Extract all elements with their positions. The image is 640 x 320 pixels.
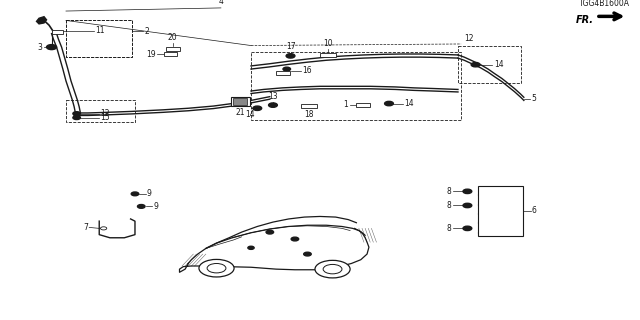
Bar bbox=[301, 104, 317, 108]
Circle shape bbox=[323, 264, 342, 274]
Text: 8: 8 bbox=[447, 201, 452, 210]
Circle shape bbox=[199, 260, 234, 277]
Text: 4: 4 bbox=[218, 0, 223, 6]
Text: 5: 5 bbox=[531, 94, 536, 103]
Bar bbox=[320, 53, 336, 58]
Text: 12: 12 bbox=[100, 109, 110, 118]
Text: 18: 18 bbox=[304, 110, 314, 119]
Text: 13: 13 bbox=[268, 92, 278, 101]
Bar bbox=[276, 71, 290, 75]
Text: 3: 3 bbox=[37, 43, 42, 52]
Circle shape bbox=[138, 204, 145, 208]
Text: 14: 14 bbox=[245, 110, 255, 119]
Text: 7: 7 bbox=[83, 223, 88, 232]
Text: 16: 16 bbox=[303, 66, 312, 75]
Polygon shape bbox=[36, 17, 47, 24]
Text: TGG4B1600A: TGG4B1600A bbox=[579, 0, 630, 8]
Text: FR.: FR. bbox=[575, 15, 593, 26]
Text: 8: 8 bbox=[447, 224, 452, 233]
Bar bbox=[166, 47, 179, 52]
Text: 2: 2 bbox=[145, 27, 149, 36]
Text: 12: 12 bbox=[464, 34, 474, 43]
Bar bbox=[231, 97, 250, 106]
Text: 19: 19 bbox=[146, 50, 156, 59]
Bar bbox=[66, 100, 135, 122]
Circle shape bbox=[207, 263, 226, 273]
Circle shape bbox=[385, 101, 394, 106]
Circle shape bbox=[47, 44, 56, 50]
Text: 14: 14 bbox=[493, 60, 503, 69]
Bar bbox=[478, 186, 524, 236]
Circle shape bbox=[463, 203, 472, 208]
Text: 8: 8 bbox=[447, 187, 452, 196]
Text: 10: 10 bbox=[323, 39, 332, 48]
Text: 17: 17 bbox=[285, 42, 295, 51]
Text: 9: 9 bbox=[147, 189, 152, 198]
Circle shape bbox=[286, 54, 295, 58]
Circle shape bbox=[73, 116, 81, 120]
Bar bbox=[234, 98, 247, 105]
Circle shape bbox=[304, 252, 311, 256]
Circle shape bbox=[463, 226, 472, 230]
Text: 15: 15 bbox=[100, 113, 110, 122]
Bar bbox=[356, 103, 370, 107]
Circle shape bbox=[248, 246, 254, 249]
Text: 20: 20 bbox=[168, 33, 177, 42]
Circle shape bbox=[253, 106, 262, 110]
Circle shape bbox=[73, 112, 81, 116]
Circle shape bbox=[266, 230, 273, 234]
Text: 11: 11 bbox=[95, 26, 105, 35]
Circle shape bbox=[471, 62, 480, 67]
Circle shape bbox=[315, 260, 350, 278]
Text: 6: 6 bbox=[532, 206, 537, 215]
Bar bbox=[52, 30, 63, 34]
Text: 1: 1 bbox=[343, 100, 348, 109]
Text: 9: 9 bbox=[153, 202, 158, 211]
Circle shape bbox=[463, 189, 472, 194]
Circle shape bbox=[283, 67, 291, 71]
Text: 14: 14 bbox=[404, 99, 413, 108]
Circle shape bbox=[291, 237, 299, 241]
Circle shape bbox=[269, 103, 277, 107]
Bar bbox=[164, 52, 177, 56]
Circle shape bbox=[131, 192, 139, 196]
Circle shape bbox=[100, 227, 107, 230]
Text: 21: 21 bbox=[236, 108, 245, 117]
